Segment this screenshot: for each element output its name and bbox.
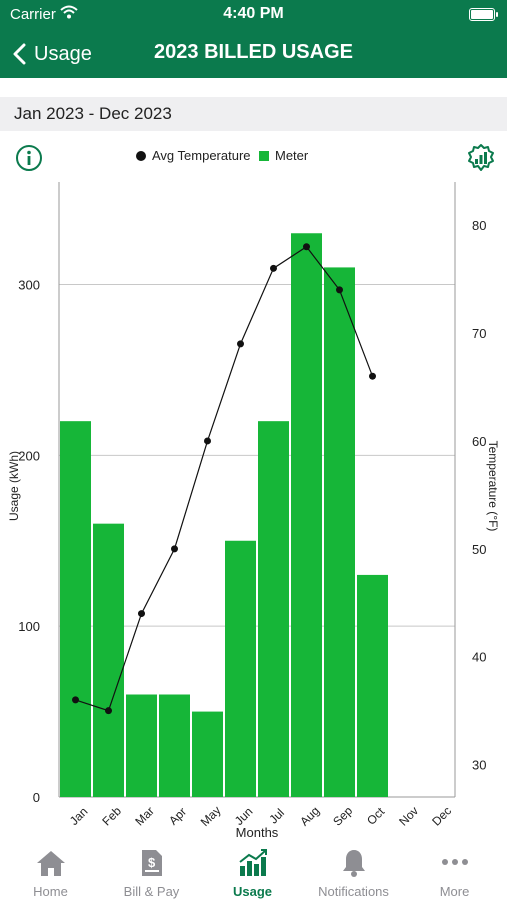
bar [192,711,223,797]
y-tick-label: 100 [18,619,40,634]
y-axis-title: Usage (kWh) [7,451,21,521]
battery-icon [469,8,498,21]
tab-notifications[interactable]: Notifications [303,838,404,900]
y-tick-label: 300 [18,278,40,293]
wifi-icon [60,5,78,24]
bell-icon [303,848,404,878]
legend-temperature-label: Avg Temperature [152,148,251,163]
y2-tick-label: 30 [472,758,486,773]
x-tick-label: Jul [266,806,287,827]
more-icon [404,848,505,878]
y-tick-label: 0 [33,790,40,805]
temperature-point [72,696,79,704]
bill-icon: $ [101,848,202,878]
usage-icon [202,848,303,878]
x-tick-label: Dec [429,804,454,829]
date-range-label: Jan 2023 - Dec 2023 [14,104,172,123]
bar [93,523,124,797]
legend-temperature-marker [136,151,146,161]
home-icon [0,848,101,878]
tab-more-label: More [439,884,470,899]
y2-tick-label: 60 [472,434,486,449]
y2-tick-label: 80 [472,218,486,233]
x-tick-label: Feb [99,804,124,829]
x-tick-label: Nov [396,804,421,829]
bar [258,421,289,797]
bar [324,267,355,798]
y2-axis-title: Temperature (°F) [486,441,500,532]
bar [225,540,256,797]
x-tick-label: Oct [364,804,388,828]
bar [291,233,322,797]
temperature-point [105,707,112,715]
carrier-label: Carrier [10,6,56,23]
legend-meter-label: Meter [275,148,309,163]
x-tick-label: Mar [132,804,157,829]
temperature-point [303,243,310,251]
chart-legend: Avg Temperature Meter [0,147,507,165]
tab-more[interactable]: More [404,838,505,900]
tab-usage[interactable]: Usage [202,838,303,900]
x-tick-label: May [198,803,224,829]
y-tick-label: 200 [18,448,40,463]
tab-home[interactable]: Home [0,838,101,900]
bar [159,694,190,797]
x-axis-title: Months [236,825,279,840]
temperature-point [369,372,376,380]
y2-tick-label: 50 [472,542,486,557]
x-tick-label: Sep [330,803,355,828]
y2-tick-label: 40 [472,650,486,665]
bar [126,694,157,797]
bar [357,574,388,797]
date-range-bar: Jan 2023 - Dec 2023 [0,97,507,131]
info-icon[interactable] [15,144,43,177]
temperature-point [138,610,145,618]
chart-settings-icon[interactable] [466,143,496,178]
navigation-bar: Usage 2023 BILLED USAGE [0,30,507,78]
tab-bar: Home $ Bill & Pay Usage [0,838,507,900]
clock: 4:40 PM [223,5,284,22]
status-bar: Carrier 4:40 PM [0,0,507,30]
x-tick-label: Jan [67,804,91,828]
back-button[interactable]: Usage [12,38,92,70]
tab-notifications-label: Notifications [318,884,389,899]
tab-bill-pay-label: Bill & Pay [123,884,180,899]
temperature-line [75,245,374,712]
temperature-point [171,545,178,553]
tab-bill-pay[interactable]: $ Bill & Pay [101,838,202,900]
temperature-point [336,286,343,294]
x-tick-label: Aug [297,804,322,829]
y2-tick-label: 70 [472,326,486,341]
temperature-point [237,340,244,348]
tab-home-label: Home [33,884,68,899]
svg-text:$: $ [148,855,156,870]
legend-meter-marker [259,151,269,161]
temperature-point [270,264,277,272]
bar [60,421,91,797]
x-tick-label: Apr [166,805,189,828]
chevron-left-icon [13,43,26,65]
tab-usage-label: Usage [232,884,273,899]
page-title: 2023 BILLED USAGE [154,41,353,63]
temperature-point [204,437,211,445]
back-label: Usage [34,42,92,65]
